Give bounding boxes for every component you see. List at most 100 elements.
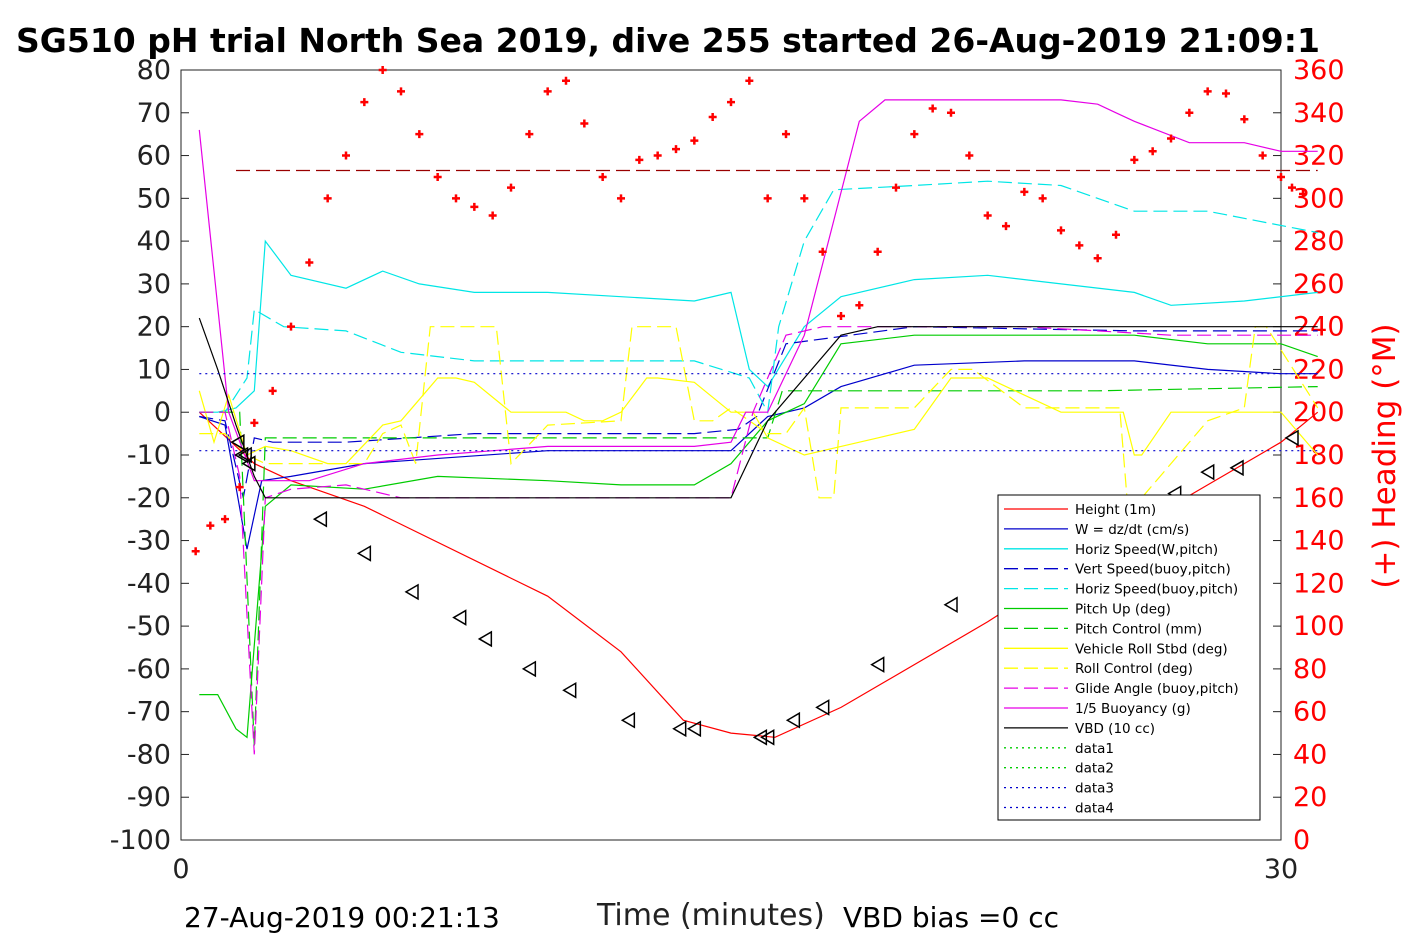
legend: Height (1m) W = dz/dt (cm/s) Horiz Speed(W… bbox=[997, 494, 1261, 821]
dive-marker-triangle bbox=[1284, 429, 1299, 447]
legend-label: Pitch Up (deg) bbox=[1075, 602, 1171, 618]
left-tick-label: -30 bbox=[127, 526, 171, 557]
heading-point bbox=[525, 130, 534, 139]
dive-marker-triangle bbox=[1229, 459, 1244, 477]
heading-point bbox=[397, 87, 405, 96]
right-axis-label: (+) Heading (°M) bbox=[1367, 323, 1403, 588]
heading-point bbox=[415, 130, 424, 139]
dive-marker-triangle bbox=[312, 510, 328, 528]
right-tick-label: 120 bbox=[1293, 568, 1345, 599]
heading-point bbox=[983, 211, 992, 220]
heading-point bbox=[191, 547, 200, 556]
legend-label: Horiz Speed(buoy,pitch) bbox=[1075, 582, 1238, 598]
left-tick-label: 0 bbox=[154, 397, 171, 428]
heading-point bbox=[268, 386, 277, 395]
chart-title: SG510 pH trial North Sea 2019, dive 255 … bbox=[16, 21, 1320, 60]
left-tick-label: 60 bbox=[137, 141, 171, 172]
heading-point bbox=[965, 151, 974, 160]
dive-marker-triangle bbox=[760, 729, 775, 746]
heading-point bbox=[708, 113, 717, 122]
legend-label: Vehicle Roll Stbd (deg) bbox=[1075, 641, 1228, 657]
left-tick-label: 40 bbox=[137, 226, 171, 257]
heading-point bbox=[488, 211, 497, 220]
right-tick-label: 60 bbox=[1293, 697, 1327, 728]
heading-point bbox=[598, 172, 607, 181]
right-tick-label: 200 bbox=[1293, 397, 1345, 428]
dive-marker-triangle bbox=[672, 720, 687, 738]
series-line-roll-control bbox=[199, 326, 1319, 499]
right-tick-label: 320 bbox=[1293, 141, 1345, 172]
dive-marker-triangle bbox=[241, 455, 256, 472]
heading-point bbox=[1258, 151, 1267, 160]
heading-point bbox=[287, 322, 295, 331]
heading-point bbox=[543, 87, 552, 96]
heading-point bbox=[818, 247, 827, 256]
right-tick-label: 140 bbox=[1293, 526, 1345, 557]
heading-point bbox=[800, 194, 809, 203]
dive-marker-triangle bbox=[237, 446, 252, 464]
heading-point bbox=[562, 76, 570, 85]
left-tick-label: -80 bbox=[127, 739, 171, 770]
dive-marker-triangle bbox=[1200, 463, 1215, 481]
series-line-pitch-up bbox=[199, 334, 1318, 739]
legend-label: Horiz Speed(W,pitch) bbox=[1075, 542, 1218, 558]
legend-label: Vert Speed(buoy,pitch) bbox=[1075, 562, 1231, 578]
heading-point bbox=[221, 515, 229, 524]
left-tick-label: 50 bbox=[137, 183, 171, 214]
heading-point bbox=[617, 194, 625, 203]
heading-point bbox=[1002, 222, 1010, 231]
heading-point bbox=[470, 202, 479, 211]
series-line-pitch-control bbox=[199, 386, 1318, 746]
heading-point bbox=[323, 194, 332, 203]
dive-marker-triangle bbox=[752, 729, 768, 746]
left-tick-label: -100 bbox=[110, 825, 171, 856]
dive-marker-triangle bbox=[234, 446, 249, 464]
marker-layer bbox=[230, 429, 1299, 746]
dive-marker-triangle bbox=[404, 583, 419, 601]
right-tick-label: 0 bbox=[1293, 825, 1310, 856]
heading-point bbox=[635, 155, 644, 164]
heading-point bbox=[855, 301, 864, 310]
heading-point bbox=[1038, 194, 1047, 203]
left-tick-label: -70 bbox=[127, 697, 171, 728]
dive-marker-triangle bbox=[477, 630, 493, 648]
legend-label: data4 bbox=[1075, 801, 1114, 817]
heading-point bbox=[690, 136, 699, 145]
heading-layer bbox=[191, 66, 1307, 556]
heading-point bbox=[653, 151, 662, 160]
legend-label: W = dz/dt (cm/s) bbox=[1075, 522, 1189, 538]
legend-label: data1 bbox=[1075, 741, 1114, 757]
legend-label: data3 bbox=[1075, 781, 1114, 797]
heading-point bbox=[235, 483, 244, 492]
left-axis-ticks: 80 70 60 50 40 30 20 10 0 -10 -20 -30 -40 -50 -60 -70 -8… bbox=[110, 55, 189, 856]
heading-point bbox=[1112, 230, 1120, 239]
left-tick-label: 20 bbox=[137, 312, 171, 343]
left-tick-label: 30 bbox=[137, 269, 171, 300]
heading-point bbox=[1148, 147, 1157, 156]
x-axis-ticks: 0 30 bbox=[172, 832, 1298, 885]
heading-point bbox=[672, 145, 680, 154]
left-tick-label: 80 bbox=[137, 55, 171, 86]
heading-point bbox=[763, 194, 772, 203]
heading-point bbox=[1240, 115, 1249, 124]
heading-point bbox=[1299, 190, 1307, 199]
heading-point bbox=[305, 258, 314, 267]
legend-label: VBD (10 cc) bbox=[1075, 721, 1155, 737]
legend-label: Height (1m) bbox=[1075, 502, 1156, 518]
right-tick-label: 20 bbox=[1293, 782, 1327, 813]
right-tick-label: 220 bbox=[1293, 354, 1345, 385]
series-line-w bbox=[199, 360, 1318, 550]
series-line-vehicle-roll bbox=[198, 377, 1319, 465]
dive-marker-triangle bbox=[521, 660, 537, 678]
heading-point bbox=[947, 108, 955, 117]
heading-point bbox=[873, 247, 882, 256]
heading-point bbox=[837, 311, 845, 320]
dive-marker-triangle bbox=[356, 545, 372, 562]
legend-label: Glide Angle (buoy,pitch) bbox=[1075, 681, 1239, 697]
dive-marker-triangle bbox=[620, 711, 636, 729]
left-tick-label: -10 bbox=[127, 440, 171, 471]
heading-point bbox=[206, 521, 215, 530]
heading-point bbox=[342, 151, 350, 160]
right-tick-label: 40 bbox=[1293, 739, 1327, 770]
